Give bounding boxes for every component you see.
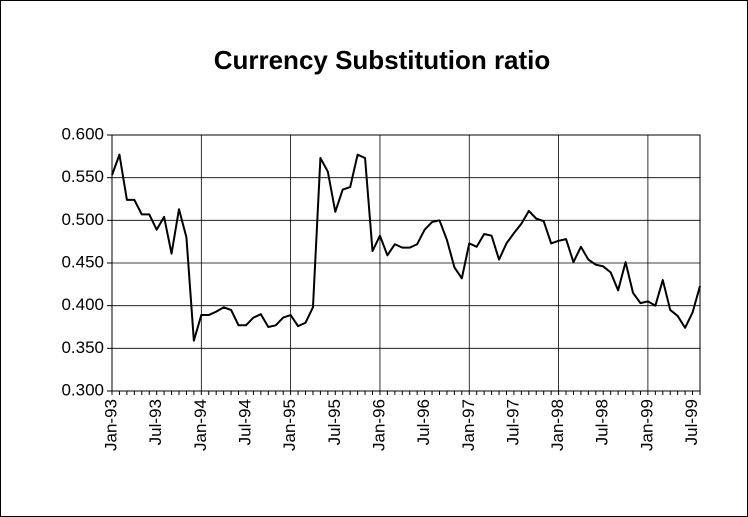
- x-tick-label: Jan-93: [101, 399, 120, 451]
- x-tick-label: Jul-99: [682, 399, 701, 445]
- x-tick-label: Jan-97: [459, 399, 478, 451]
- x-tick-label: Jan-99: [637, 399, 656, 451]
- x-tick-label: Jan-98: [548, 399, 567, 451]
- x-tick-label: Jul-95: [325, 399, 344, 445]
- data-line: [111, 153, 701, 342]
- x-tick-label: Jul-98: [593, 399, 612, 445]
- x-tick-label: Jul-96: [414, 399, 433, 445]
- chart-title: Currency Substitution ratio: [214, 45, 551, 75]
- y-tick-label: 0.550: [61, 167, 104, 186]
- y-tick-label: 0.500: [61, 210, 104, 229]
- x-tick-label: Jul-93: [146, 399, 165, 445]
- plot-area: [111, 134, 701, 392]
- y-tick-label: 0.300: [61, 380, 104, 399]
- y-tick-label: 0.400: [61, 295, 104, 314]
- x-tick-label: Jul-97: [503, 399, 522, 445]
- x-tick-label: Jan-94: [191, 399, 210, 451]
- x-tick-label: Jul-94: [235, 399, 254, 445]
- y-tick-label: 0.350: [61, 338, 104, 357]
- x-tick-label: Jan-95: [280, 399, 299, 451]
- y-tick-label: 0.450: [61, 252, 104, 271]
- x-tick-label: Jan-96: [369, 399, 388, 451]
- y-tick-label: 0.600: [61, 124, 104, 143]
